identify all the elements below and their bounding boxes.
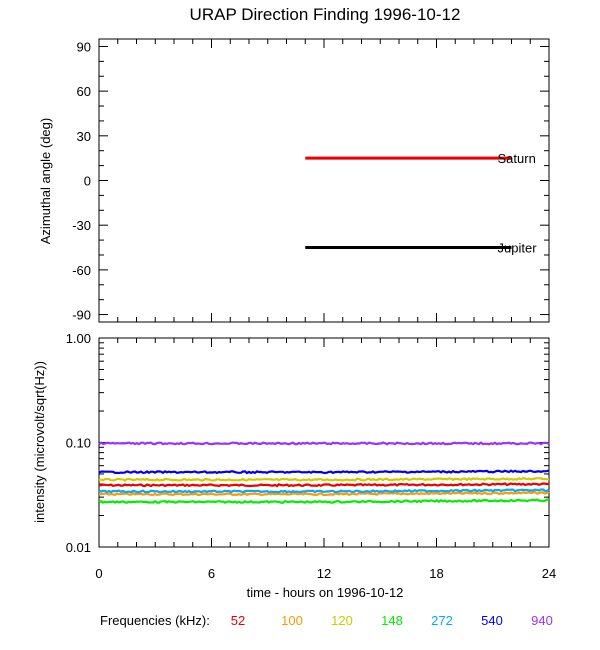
legend-title: Frequencies (kHz):	[100, 613, 210, 628]
intensity-series-52	[98, 482, 550, 488]
intensity-y-tick-label: 0.10	[66, 436, 91, 451]
azimuth-y-tick-label: -90	[72, 308, 91, 323]
legend-item-120: 120	[331, 613, 353, 628]
legend-item-940: 940	[531, 613, 553, 628]
legend-item-272: 272	[431, 613, 453, 628]
intensity-series-100	[98, 490, 550, 497]
time-x-tick-label: 12	[317, 566, 331, 581]
azimuth-y-tick-label: -30	[72, 218, 91, 233]
azimuth-y-tick-label: 0	[84, 174, 91, 189]
frequency-legend: Frequencies (kHz): 52 100 120 148 272 540 940	[100, 613, 553, 628]
azimuth-y-tick-label: 30	[77, 129, 91, 144]
time-x-tick-label: 18	[429, 566, 443, 581]
legend-item-540: 540	[481, 613, 503, 628]
series-label-saturn: Saturn	[498, 151, 536, 166]
time-x-tick-label: 6	[208, 566, 215, 581]
intensity-series-940	[98, 441, 550, 446]
intensity-series-148	[98, 498, 550, 504]
intensity-y-axis-label: intensity (microvolt/sqrt(Hz))	[32, 361, 47, 523]
time-x-tick-label: 24	[542, 566, 556, 581]
intensity-series-120	[98, 476, 550, 482]
intensity-series-272	[98, 488, 550, 494]
azimuth-plot-frame	[98, 38, 550, 323]
series-label-jupiter: Jupiter	[498, 241, 538, 256]
azimuth-y-tick-label: 90	[77, 39, 91, 54]
legend-item-100: 100	[281, 613, 303, 628]
azimuth-y-axis-label: Azimuthal angle (deg)	[38, 118, 53, 244]
legend-item-52: 52	[231, 613, 245, 628]
azimuth-y-tick-label: -60	[72, 263, 91, 278]
time-x-axis-label: time - hours on 1996-10-12	[247, 585, 404, 600]
intensity-series-540	[98, 469, 550, 475]
azimuth-y-tick-label: 60	[77, 84, 91, 99]
legend-item-148: 148	[381, 613, 403, 628]
intensity-y-tick-label: 0.01	[66, 540, 91, 555]
azimuth-panel: 90 60 30 0 -30 -60 -90 Saturn Jupiter Azimuthal…	[38, 38, 550, 323]
time-x-tick-label: 0	[95, 566, 102, 581]
intensity-panel: 1.00 0.10 0.01 0 6 12 18 24 intensity (microvol…	[32, 331, 556, 600]
intensity-y-tick-label: 1.00	[66, 331, 91, 346]
chart-title: URAP Direction Finding 1996-10-12	[190, 5, 461, 24]
